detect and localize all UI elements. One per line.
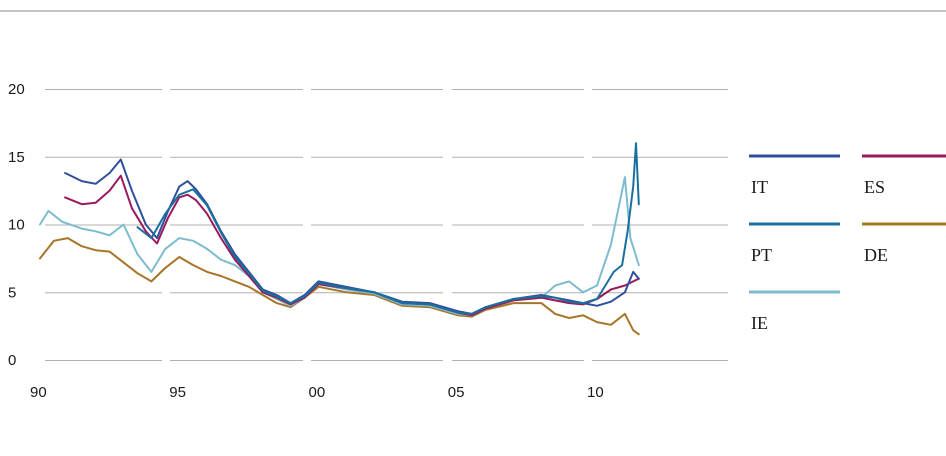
x-tick-label: 05 xyxy=(448,384,465,401)
y-tick-label: 0 xyxy=(8,352,16,369)
legend: IT ES PT DE IE xyxy=(749,154,946,333)
y-tick-label: 10 xyxy=(8,217,25,234)
grid xyxy=(45,89,728,361)
y-axis-ticks: 0 5 10 15 20 xyxy=(8,81,25,369)
x-tick-label: 90 xyxy=(30,384,47,401)
y-tick-label: 20 xyxy=(8,81,25,98)
series-line-ie xyxy=(39,176,640,317)
legend-label-es: ES xyxy=(864,177,885,197)
legend-label-it: IT xyxy=(751,177,768,197)
x-axis-ticks: 90 95 00 05 10 xyxy=(30,384,604,401)
x-tick-label: 10 xyxy=(587,384,604,401)
x-tick-label: 00 xyxy=(309,384,326,401)
series-line-es xyxy=(64,174,640,317)
x-tick-label: 95 xyxy=(169,384,186,401)
y-tick-label: 15 xyxy=(8,149,25,166)
y-tick-label: 5 xyxy=(8,284,16,301)
series-lines xyxy=(39,142,640,336)
series-line-pt xyxy=(136,142,640,315)
legend-label-ie: IE xyxy=(751,313,768,333)
legend-label-de: DE xyxy=(864,245,888,265)
legend-label-pt: PT xyxy=(751,245,772,265)
